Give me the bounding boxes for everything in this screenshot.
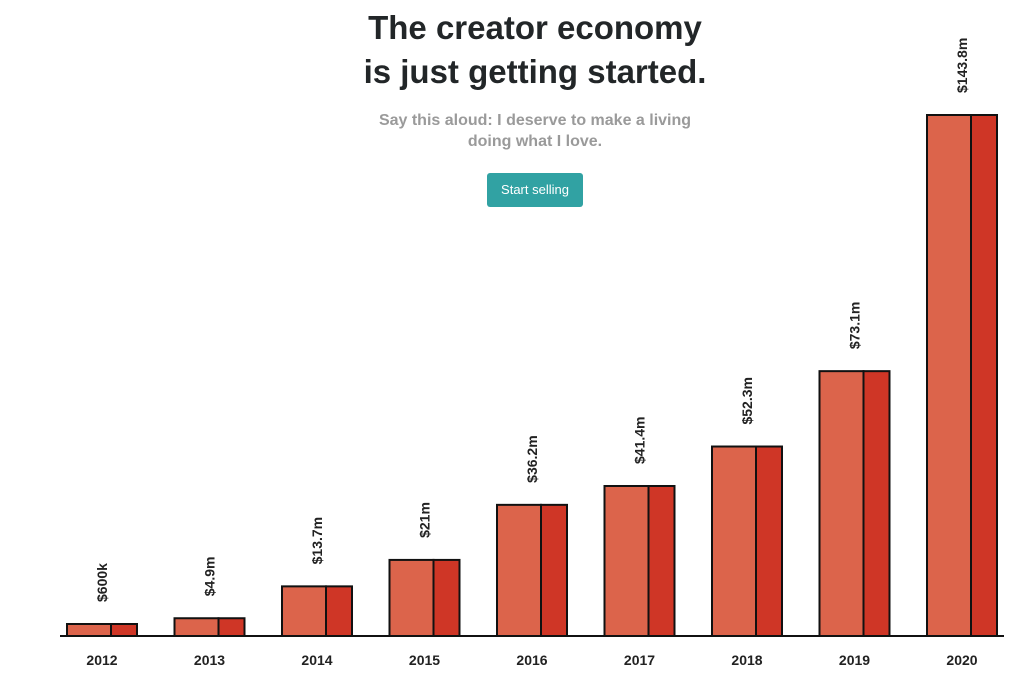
value-label-2018: $52.3m: [739, 377, 755, 424]
value-label-2017: $41.4m: [632, 417, 648, 464]
bar-side-2015: [432, 558, 461, 637]
bar-2012: [66, 623, 138, 637]
year-label-2014: 2014: [301, 652, 332, 668]
bar-side-2018: [755, 445, 783, 637]
bar-2020: [926, 114, 998, 637]
value-label-2012: $600k: [94, 563, 110, 602]
bar-side-2017: [647, 485, 676, 638]
year-label-2017: 2017: [624, 652, 655, 668]
bar-front-2012: [66, 623, 112, 637]
year-label-2019: 2019: [839, 652, 870, 668]
bar-front-2014: [281, 585, 327, 638]
start-selling-button[interactable]: Start selling: [487, 173, 583, 207]
bar-front-2015: [388, 558, 435, 637]
hero: The creator economy is just getting star…: [300, 6, 770, 207]
bar-2018: [711, 445, 783, 637]
page-title: The creator economy is just getting star…: [300, 6, 770, 94]
year-label-2012: 2012: [86, 652, 117, 668]
page-subtitle: Say this aloud: I deserve to make a livi…: [378, 112, 692, 150]
year-label-2016: 2016: [516, 652, 547, 668]
bar-side-2020: [970, 114, 998, 637]
bar-front-2016: [496, 503, 542, 638]
bar-2019: [818, 370, 891, 637]
year-label-2020: 2020: [946, 652, 977, 668]
bar-2013: [173, 617, 246, 638]
year-label-2015: 2015: [409, 652, 440, 668]
bar-front-2018: [711, 445, 757, 637]
bar-side-2012: [110, 623, 138, 637]
bar-front-2020: [926, 114, 972, 637]
bar-side-2013: [217, 617, 246, 638]
bar-2016: [496, 503, 568, 638]
value-label-2015: $21m: [417, 502, 433, 538]
bar-front-2019: [818, 370, 865, 637]
bar-side-2014: [325, 585, 353, 638]
value-label-2013: $4.9m: [202, 557, 218, 597]
title-line-2: is just getting started.: [363, 53, 707, 90]
bar-2014: [281, 585, 353, 638]
bar-front-2017: [603, 485, 650, 638]
value-label-2019: $73.1m: [847, 302, 863, 349]
year-label-2013: 2013: [194, 652, 225, 668]
value-label-2020: $143.8m: [954, 38, 970, 93]
value-label-2016: $36.2m: [524, 435, 540, 482]
value-label-2014: $13.7m: [309, 517, 325, 564]
bar-side-2016: [540, 503, 568, 638]
title-line-1: The creator economy: [368, 9, 702, 46]
bar-front-2013: [173, 617, 220, 638]
year-label-2018: 2018: [731, 652, 762, 668]
bar-2017: [603, 485, 676, 638]
bar-side-2019: [862, 370, 891, 637]
bar-2015: [388, 558, 461, 637]
